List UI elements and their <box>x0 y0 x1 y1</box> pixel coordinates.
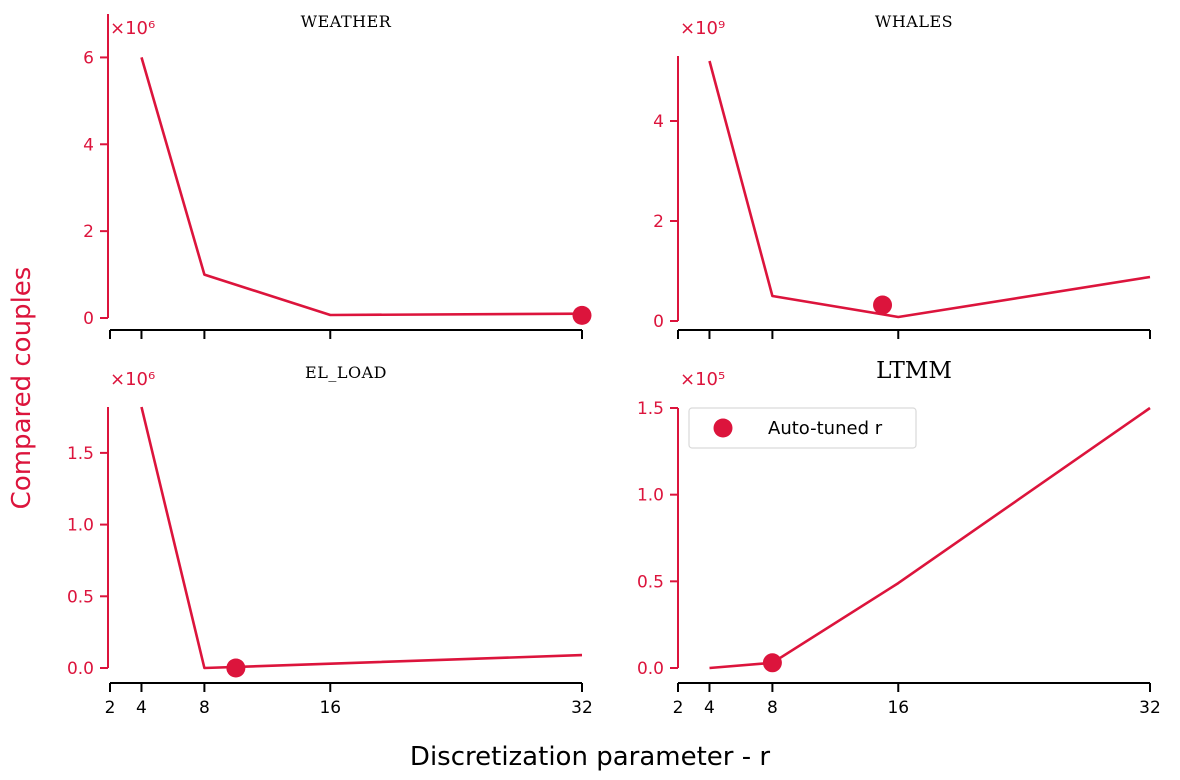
y-tick-label: 1.0 <box>637 486 664 506</box>
auto-tuned-marker <box>226 658 246 678</box>
panel-ltmm: LTMM ×10⁵ 0.0 0.5 1.0 1.5 2 4 8 16 32 <box>637 358 1161 718</box>
y-tick-label: 2 <box>653 212 664 232</box>
auto-tuned-marker <box>873 295 893 315</box>
series-line <box>708 60 1151 319</box>
x-tick-label: 32 <box>1139 698 1161 718</box>
y-multiplier-label: ×10⁶ <box>110 18 155 39</box>
panel-title: WHALES <box>875 12 953 31</box>
series-line <box>140 57 583 317</box>
x-tick-label: 16 <box>319 698 341 718</box>
panels: WEATHER×10⁶0246WHALES×10⁹024EL_LOAD×10⁶0… <box>67 12 1161 718</box>
legend: Auto-tuned r <box>688 407 917 449</box>
y-tick-label: 4 <box>653 112 664 132</box>
panel-title: WEATHER <box>301 12 392 31</box>
y-tick-label: 6 <box>83 48 94 68</box>
series-line <box>140 406 583 670</box>
x-tick-label: 2 <box>105 698 116 718</box>
x-tick-label: 8 <box>767 698 778 718</box>
y-tick-label: 0.5 <box>637 572 664 592</box>
y-multiplier-label: ×10⁹ <box>680 18 725 39</box>
x-tick-label: 4 <box>136 698 147 718</box>
y-tick-label: 2 <box>83 222 94 242</box>
legend-frame <box>688 407 917 449</box>
x-tick-label: 4 <box>704 698 715 718</box>
y-tick-label: 0 <box>653 312 664 332</box>
panel-weather: WEATHER ×10⁶ 0 2 4 6 <box>83 12 592 339</box>
x-tick-label: 8 <box>199 698 210 718</box>
auto-tuned-marker <box>572 305 592 325</box>
panel-el-load: EL_LOAD ×10⁶ 0.0 0.5 1.0 1.5 2 4 8 16 32 <box>67 363 593 718</box>
y-tick-label: 0.5 <box>67 587 94 607</box>
x-tick-label: 32 <box>571 698 593 718</box>
y-multiplier-label: ×10⁵ <box>680 369 725 390</box>
x-tick-label: 2 <box>673 698 684 718</box>
x-tick-label: 16 <box>887 698 909 718</box>
y-tick-label: 0.0 <box>637 659 664 679</box>
y-multiplier-label: ×10⁶ <box>110 369 155 390</box>
panel-title: EL_LOAD <box>305 363 387 382</box>
legend-label: Auto-tuned r <box>768 418 883 439</box>
y-axis-label: Compared couples <box>7 267 37 510</box>
legend-marker <box>713 418 733 438</box>
y-tick-label: 1.0 <box>67 516 94 536</box>
y-tick-label: 4 <box>83 135 94 155</box>
panel-title: LTMM <box>876 358 952 384</box>
y-tick-label: 0.0 <box>67 659 94 679</box>
y-tick-label: 1.5 <box>67 444 94 464</box>
y-tick-label: 0 <box>83 309 94 329</box>
y-tick-label: 1.5 <box>637 399 664 419</box>
panel-whales: WHALES ×10⁹ 0 2 4 <box>653 12 1151 339</box>
auto-tuned-marker <box>762 653 782 673</box>
series-line <box>709 406 1151 670</box>
x-axis-label: Discretization parameter - r <box>410 742 770 772</box>
